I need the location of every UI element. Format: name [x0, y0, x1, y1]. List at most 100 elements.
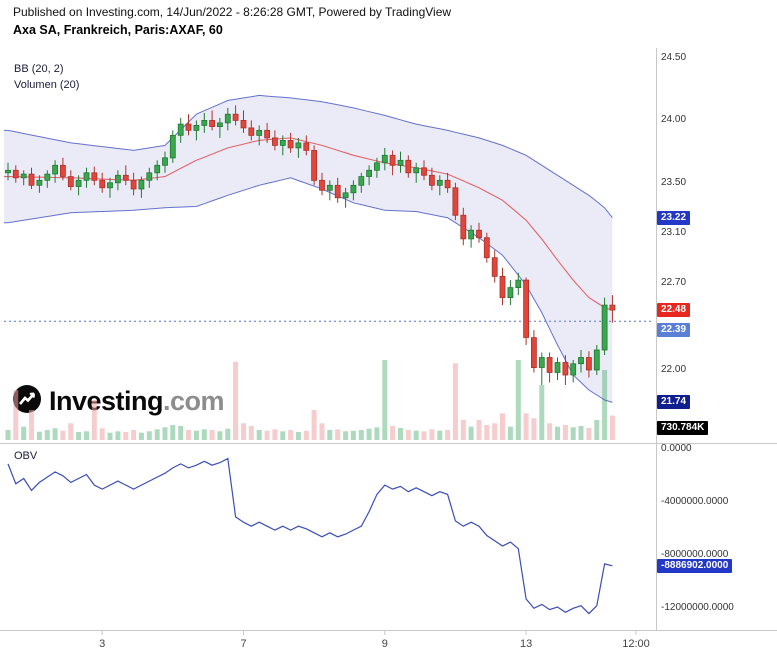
volume-bar — [531, 418, 537, 440]
candle-body — [405, 159, 412, 174]
volume-bar — [445, 430, 451, 440]
candle-body — [122, 174, 129, 181]
volume-bar — [586, 428, 592, 440]
volume-bar — [366, 428, 372, 440]
investing-watermark: Investing.com — [12, 384, 225, 419]
published-line: Published on Investing.com, 14/Jun/2022 … — [13, 5, 452, 19]
volume-bar — [138, 432, 144, 440]
volume-bar — [217, 431, 223, 440]
watermark-suffix: .com — [163, 386, 225, 416]
volume-bar — [99, 428, 105, 440]
candle-body — [91, 172, 98, 181]
volume-bar — [264, 430, 270, 440]
obv-axis-label: 0.0000 — [661, 443, 692, 454]
candle-body — [562, 362, 569, 376]
volume-bar — [115, 431, 121, 440]
time-axis-label: 9 — [381, 638, 388, 650]
volume-bar — [146, 431, 152, 440]
candle-body — [75, 179, 82, 187]
price-axis-label: 24.00 — [661, 114, 687, 126]
candle-body — [523, 279, 529, 338]
volume-bar — [76, 432, 82, 440]
volume-bar — [492, 423, 498, 440]
candle-body — [20, 173, 27, 179]
candle-body — [185, 123, 192, 131]
candle-body — [256, 129, 263, 136]
volume-bar — [570, 427, 576, 440]
candle-body — [436, 179, 443, 186]
volume-bar — [44, 430, 50, 440]
bollinger-lower-line — [4, 177, 613, 403]
volume-bar — [201, 429, 207, 440]
candle-body — [295, 142, 302, 149]
candle-body — [209, 120, 216, 128]
volume-bar — [382, 360, 388, 440]
volume-bar — [256, 430, 262, 440]
candle-body — [130, 179, 137, 190]
candle-body — [271, 137, 278, 146]
volume-bar — [36, 431, 42, 440]
candle-body — [366, 169, 373, 177]
price-axis-label: 23.10 — [661, 226, 687, 238]
candle-body — [177, 123, 184, 136]
legend-obv: OBV — [14, 450, 38, 462]
volume-bar — [594, 420, 600, 440]
candle-body — [311, 149, 318, 181]
price-axis-badge: 23.22 — [657, 210, 691, 225]
volume-bar — [390, 426, 396, 440]
candle-body — [554, 362, 561, 373]
candle-body — [12, 169, 19, 179]
candle-body — [99, 179, 106, 189]
candle-body — [452, 187, 459, 216]
volume-bar — [327, 430, 333, 440]
volume-bar — [131, 430, 137, 440]
candle-body — [5, 169, 11, 174]
candle-body — [279, 139, 286, 146]
candle-body — [389, 154, 396, 166]
price-axis-badge: 22.39 — [657, 323, 691, 338]
volume-bar — [29, 410, 34, 440]
candle-body — [154, 164, 161, 174]
volume-bar — [555, 426, 560, 440]
candle-body — [460, 214, 467, 240]
legend-bollinger: BB (20, 2) — [14, 63, 64, 75]
candle-body — [162, 157, 168, 166]
volume-bar — [193, 430, 199, 440]
candle-body — [216, 122, 223, 128]
volume-bar — [225, 428, 231, 440]
candle-body — [507, 287, 514, 299]
volume-bar — [311, 410, 317, 440]
volume-bar — [452, 363, 458, 440]
volume-bar — [13, 390, 19, 440]
candle-body — [52, 164, 58, 175]
candle-body — [546, 357, 553, 373]
candle-body — [570, 363, 577, 376]
volume-bar — [123, 432, 129, 440]
bollinger-upper-line — [4, 94, 613, 219]
volume-bar — [186, 430, 191, 440]
candle-body — [342, 192, 349, 199]
volume-bar — [154, 429, 160, 440]
obv-axis-badge: -8886902.0000 — [657, 558, 733, 573]
candle-body — [146, 172, 153, 181]
candle-body — [491, 257, 498, 277]
candle-body — [115, 174, 121, 184]
candle-body — [468, 229, 475, 240]
price-axis-label: 24.50 — [661, 52, 687, 63]
candle-body — [169, 134, 176, 159]
volume-bar — [5, 430, 11, 440]
instrument-title: Axa SA, Frankreich, Paris:AXAF, 60 — [13, 23, 223, 37]
candle-body — [350, 184, 357, 194]
volume-bar — [562, 425, 568, 440]
candle-body — [515, 279, 522, 289]
volume-bar — [241, 423, 246, 440]
candle-body — [107, 182, 113, 189]
candle-body — [499, 275, 506, 298]
time-axis-label: 13 — [519, 638, 533, 650]
volume-bar — [602, 370, 608, 440]
obv-axis-label: -12000000.0000 — [661, 602, 734, 613]
investing-logo-icon — [12, 384, 42, 419]
candle-body — [601, 304, 608, 351]
